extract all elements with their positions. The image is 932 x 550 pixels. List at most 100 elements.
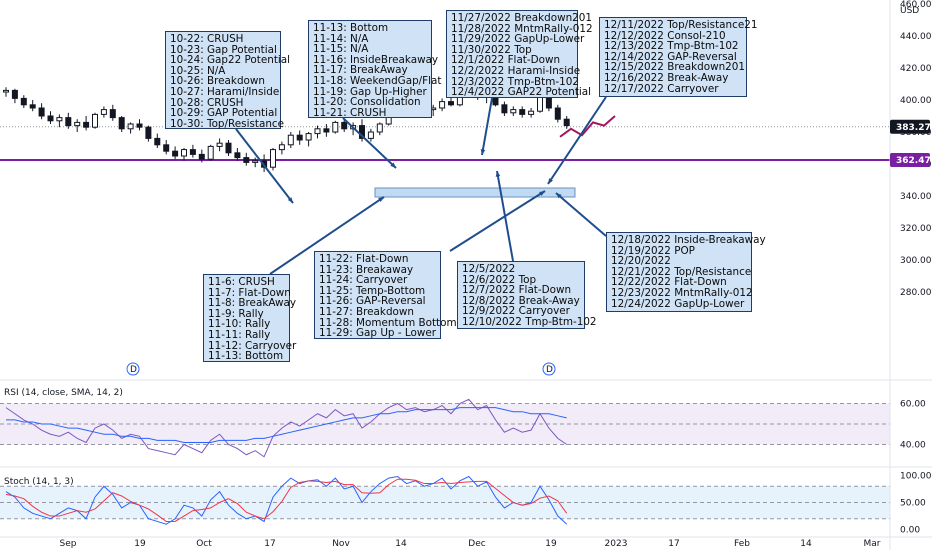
candle bbox=[439, 101, 446, 109]
candle bbox=[234, 152, 241, 159]
annotation-line: 11-13: Bottom bbox=[208, 350, 284, 363]
annotation-line: 11-15: N/A bbox=[313, 43, 369, 56]
projection-path bbox=[559, 115, 616, 138]
rsi-pane[interactable]: RSI (14, close, SMA, 14, 2) bbox=[0, 388, 890, 458]
annotation-line: 12/16/2022 Break-Away bbox=[604, 71, 729, 84]
candle bbox=[252, 160, 259, 163]
candle bbox=[554, 107, 561, 120]
annotation-line: 12/21/2022 Top/Resistance bbox=[611, 265, 752, 278]
annotation-line: 12/14/2022 GAP-Reversal bbox=[604, 50, 737, 63]
candle bbox=[225, 142, 232, 154]
stoch-title: Stoch (14, 1, 3) bbox=[4, 477, 74, 487]
annotation-line: 10-27: Harami/Inside bbox=[170, 85, 280, 98]
x-tick-label: 17 bbox=[668, 539, 679, 549]
leader-line bbox=[269, 196, 385, 275]
annotation-nov13[interactable]: 11-13: Bottom 11-14: N/A 11-15: N/A 11-16: … bbox=[308, 20, 442, 118]
price-tick-label: 320.00 bbox=[900, 224, 932, 234]
leader-arrowhead bbox=[390, 162, 396, 168]
annotation-line: 11-10: Rally bbox=[208, 318, 271, 331]
annotation-line: 11-16: InsideBreakaway bbox=[313, 53, 439, 66]
price-tick-label: 340.00 bbox=[900, 192, 932, 202]
event-marker-label: D bbox=[546, 365, 553, 375]
candle bbox=[83, 121, 90, 128]
annotation-line: 11/27/2022 Breakdown201 bbox=[451, 12, 593, 24]
annotation-line: 11-24: Carryover bbox=[319, 274, 408, 287]
leader-arrowhead bbox=[556, 193, 562, 199]
annotation-line: 11-17: BreakAway bbox=[313, 64, 408, 77]
leader-arrowhead bbox=[539, 191, 545, 196]
candle bbox=[163, 144, 170, 152]
annotation-line: 11-13: Bottom bbox=[313, 22, 389, 34]
rsi-sma-line bbox=[6, 407, 567, 443]
candle bbox=[109, 109, 116, 119]
candle bbox=[3, 89, 9, 93]
annotation-line: 12/19/2022 POP bbox=[611, 244, 695, 257]
leader-arrowhead bbox=[378, 197, 384, 203]
annotation-line: 11/28/2022 MntmRally-012 bbox=[451, 22, 593, 35]
candle bbox=[510, 109, 517, 114]
candle bbox=[127, 123, 134, 130]
price-tick-label: 280.00 bbox=[900, 288, 932, 298]
annotation-line: 11-18: WeekendGap/Flat bbox=[313, 74, 442, 87]
candle bbox=[118, 117, 125, 130]
annotation-nov22[interactable]: 11-22: Flat-Down 11-23: Breakaway 11-24: C… bbox=[314, 251, 457, 339]
leader-line bbox=[235, 128, 294, 204]
candle bbox=[189, 149, 196, 155]
price-tick-label: 460.00 bbox=[900, 0, 932, 10]
annotation-line: 11-11: Rally bbox=[208, 328, 271, 341]
current-price-label: 383.27 bbox=[896, 123, 931, 133]
annotation-line: 12/8/2022 Break-Away bbox=[462, 294, 580, 307]
x-tick-label: Nov bbox=[332, 539, 350, 549]
candle bbox=[528, 110, 535, 115]
annotation-dec11[interactable]: 12/11/2022 Top/Resistance21 12/12/2022 Co… bbox=[599, 17, 757, 97]
annotation-line: 10-28: CRUSH bbox=[170, 96, 244, 109]
candle bbox=[448, 101, 454, 106]
annotation-line: 10-25: N/A bbox=[170, 64, 226, 77]
x-tick-label: 17 bbox=[264, 539, 275, 549]
x-tick-label: 14 bbox=[800, 539, 812, 549]
annotation-line: 12/15/2022 Breakdown201 bbox=[604, 61, 746, 74]
event-marker-label: D bbox=[130, 365, 137, 375]
annotation-line: 12/12/2022 Consol-210 bbox=[604, 29, 726, 42]
annotation-line: 11-6: CRUSH bbox=[208, 276, 275, 288]
candle bbox=[314, 128, 321, 135]
candle bbox=[20, 97, 27, 106]
annotation-oct22[interactable]: 10-22: CRUSH 10-23: Gap Potential 10-24: G… bbox=[165, 31, 290, 129]
candle bbox=[270, 149, 276, 168]
annotation-line: 10-22: CRUSH bbox=[170, 33, 244, 45]
stoch-d-line bbox=[5, 478, 568, 522]
annotation-line: 12/1/2022 Flat-Down bbox=[451, 54, 561, 67]
stoch-tick-label: 0.00 bbox=[900, 526, 920, 536]
candle bbox=[29, 104, 36, 109]
highlight-zone bbox=[374, 187, 576, 198]
event-marker bbox=[542, 362, 556, 376]
candle bbox=[154, 137, 161, 146]
annotation-line: 11/30/2022 Top bbox=[451, 43, 532, 56]
annotation-line: 12/18/2022 Inside-Breakaway bbox=[611, 234, 766, 246]
rsi-tick-label: 60.00 bbox=[900, 400, 926, 410]
price-tick-label: 420.00 bbox=[900, 64, 932, 74]
price-tick-label: 400.00 bbox=[900, 96, 932, 106]
rsi-title: RSI (14, close, SMA, 14, 2) bbox=[4, 388, 123, 398]
candle bbox=[145, 126, 152, 139]
candle bbox=[136, 123, 143, 128]
annotation-dec18[interactable]: 12/18/2022 Inside-Breakaway 12/19/2022 PO… bbox=[606, 232, 766, 312]
annotation-line: 11-28: Momentum Bottom bbox=[319, 316, 457, 329]
price-tick-label: 300.00 bbox=[900, 256, 932, 266]
annotation-nov27[interactable]: 11/27/2022 Breakdown201 11/28/2022 MntmRa… bbox=[446, 10, 593, 98]
annotation-line: 11-14: N/A bbox=[313, 32, 369, 45]
candle bbox=[359, 125, 365, 139]
candle bbox=[47, 115, 54, 122]
annotation-line: 11-26: GAP-Reversal bbox=[319, 295, 426, 308]
x-tick-label: 19 bbox=[134, 539, 146, 549]
candle bbox=[65, 117, 72, 127]
annotation-nov6[interactable]: 11-6: CRUSH 11-7: Flat-Down 11-8: BreakAwa… bbox=[203, 274, 296, 363]
annotation-line: 11/29/2022 GapUp-Lower bbox=[451, 33, 585, 46]
candle bbox=[56, 117, 63, 122]
candle bbox=[172, 150, 179, 157]
candle bbox=[198, 153, 205, 160]
stoch-pane[interactable]: Stoch (14, 1, 3) bbox=[0, 475, 890, 525]
annotation-dec5[interactable]: 12/5/2022 12/6/2022 Top 12/7/2022 Flat-Dow… bbox=[457, 261, 597, 329]
